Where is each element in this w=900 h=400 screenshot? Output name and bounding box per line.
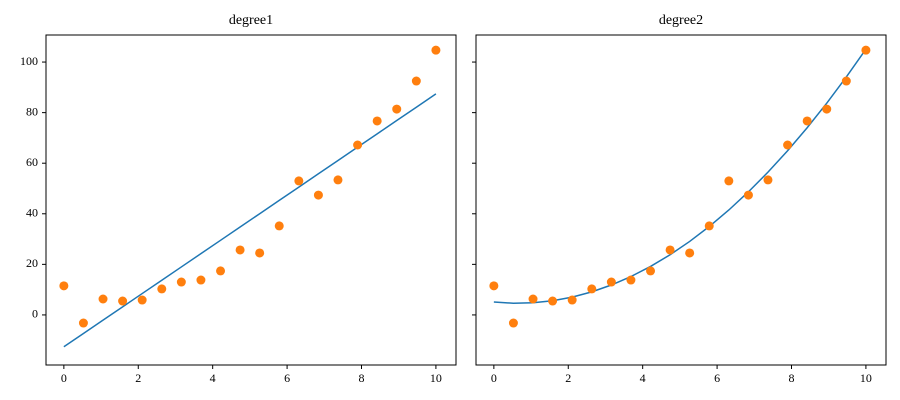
data-point — [353, 140, 363, 150]
data-point — [431, 45, 441, 55]
data-point — [508, 318, 518, 328]
y-tick-label: 40 — [26, 206, 38, 220]
data-point — [333, 175, 343, 185]
subplot-title: degree2 — [659, 13, 703, 28]
data-point — [626, 275, 636, 285]
data-point — [763, 175, 773, 185]
data-point — [196, 275, 206, 285]
fit-line — [493, 48, 867, 304]
x-tick-label: 8 — [358, 371, 364, 385]
data-point — [822, 104, 832, 114]
y-tick-label: 20 — [26, 256, 38, 270]
x-tick-label: 8 — [788, 371, 794, 385]
x-tick-label: 10 — [860, 371, 872, 385]
fit-line — [63, 93, 437, 348]
data-point — [587, 284, 597, 294]
x-tick-label: 6 — [714, 371, 720, 385]
data-point — [548, 296, 558, 306]
data-point — [411, 76, 421, 86]
data-point — [118, 296, 128, 306]
data-point — [59, 281, 69, 291]
x-tick-label: 6 — [284, 371, 290, 385]
data-point — [861, 45, 871, 55]
data-point — [841, 76, 851, 86]
data-point — [392, 104, 402, 114]
data-point — [685, 248, 695, 258]
y-tick-label: 60 — [26, 155, 38, 169]
y-tick-label: 80 — [26, 104, 38, 118]
data-point — [567, 295, 577, 305]
data-point — [743, 190, 753, 200]
data-point — [137, 295, 147, 305]
data-point — [802, 116, 812, 126]
y-tick-label: 0 — [32, 307, 38, 321]
data-point — [489, 281, 499, 291]
data-point — [294, 176, 304, 186]
data-point — [157, 284, 167, 294]
data-point — [528, 294, 538, 304]
data-point — [255, 248, 265, 258]
data-point — [665, 245, 675, 255]
data-point — [235, 245, 245, 255]
x-tick-label: 4 — [210, 371, 216, 385]
data-point — [313, 190, 323, 200]
data-point — [274, 221, 284, 231]
axes-frame — [475, 34, 887, 366]
data-point — [646, 266, 656, 276]
x-tick-label: 2 — [565, 371, 571, 385]
x-tick-label: 0 — [61, 371, 67, 385]
subplot-title: degree1 — [229, 13, 273, 28]
data-point — [98, 294, 108, 304]
y-tick-label: 100 — [20, 54, 38, 68]
data-point — [372, 116, 382, 126]
x-tick-label: 4 — [640, 371, 646, 385]
data-point — [216, 266, 226, 276]
data-point — [78, 318, 88, 328]
data-point — [724, 176, 734, 186]
x-tick-label: 10 — [430, 371, 442, 385]
data-point — [704, 221, 714, 231]
data-point — [783, 140, 793, 150]
x-tick-label: 0 — [491, 371, 497, 385]
axes-frame — [45, 34, 457, 366]
data-point — [606, 277, 616, 287]
x-tick-label: 2 — [135, 371, 141, 385]
data-point — [176, 277, 186, 287]
